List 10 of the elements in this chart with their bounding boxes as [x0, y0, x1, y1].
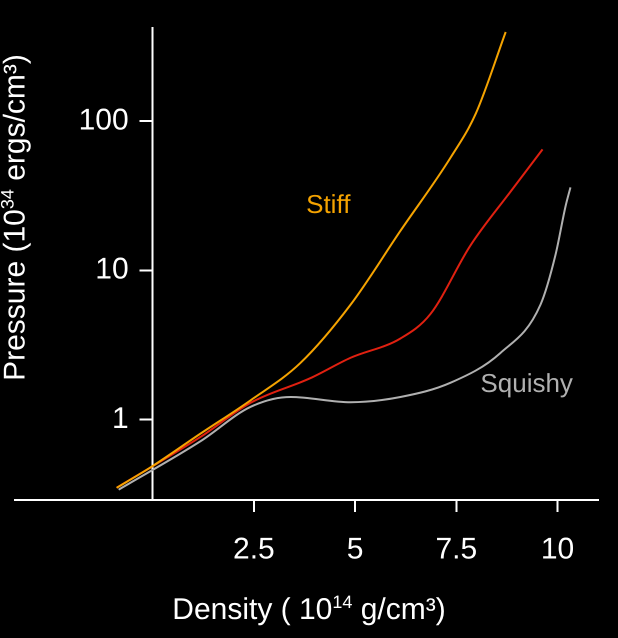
- y-tick-label: 1: [112, 402, 129, 435]
- y-tick-label: 100: [78, 103, 129, 136]
- series-label: Squishy: [480, 368, 573, 398]
- x-tick-label: 7.5: [435, 532, 478, 566]
- x-axis-title: Density ( 10$^{14}$ g/cm³): [171, 592, 447, 627]
- x-tick-label: 2.5: [233, 532, 275, 566]
- x-tick-label: 10: [540, 532, 574, 566]
- series-label: Stiff: [306, 189, 352, 220]
- y-tick-label: 10: [95, 252, 129, 286]
- x-tick-label: 5: [346, 532, 364, 566]
